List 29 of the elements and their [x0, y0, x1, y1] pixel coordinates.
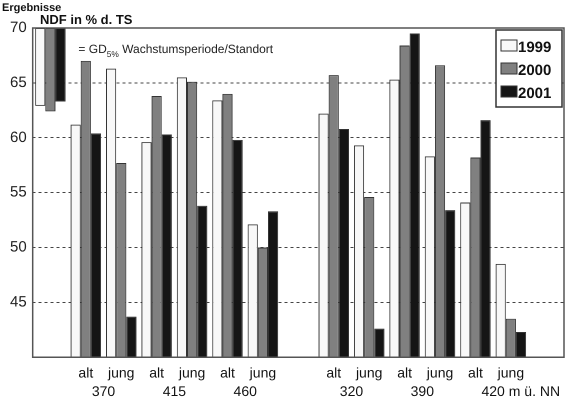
legend-label: 2000: [518, 62, 552, 79]
y-tick-label: 70: [10, 19, 27, 36]
y-tick-label: 65: [10, 74, 27, 92]
text: 370: [92, 383, 116, 400]
x-tick-label: alt: [397, 364, 412, 380]
x-tick-label: alt: [468, 364, 483, 380]
x-tick-label: jung: [248, 364, 276, 380]
x-tick-label: jung: [426, 364, 454, 380]
y-tick-label: 60: [10, 128, 27, 146]
text: 460: [234, 383, 258, 400]
y-tick-label: 45: [10, 293, 27, 310]
y-tick-label: 55: [10, 184, 27, 201]
text: 320: [340, 383, 364, 400]
x-tick-label: alt: [149, 364, 164, 380]
x-tick-label: alt: [78, 364, 94, 380]
y-axis-title: NDF in % d. TS: [40, 12, 133, 27]
text: 420 m ü. NN: [481, 383, 560, 400]
legend-label: 1999: [518, 39, 552, 56]
y-tick-label: 50: [10, 238, 27, 256]
chart-title: Ergebnisse: [2, 2, 62, 14]
x-tick-label: jung: [496, 364, 524, 380]
x-tick-label: alt: [220, 364, 235, 380]
text: 415: [162, 383, 186, 400]
legend-label: 2001: [518, 85, 552, 102]
x-tick-label: jung: [354, 364, 382, 380]
x-tick-label: jung: [178, 364, 206, 380]
x-tick-label: alt: [326, 364, 342, 380]
text: 390: [410, 383, 434, 400]
x-tick-label: jung: [107, 364, 134, 380]
